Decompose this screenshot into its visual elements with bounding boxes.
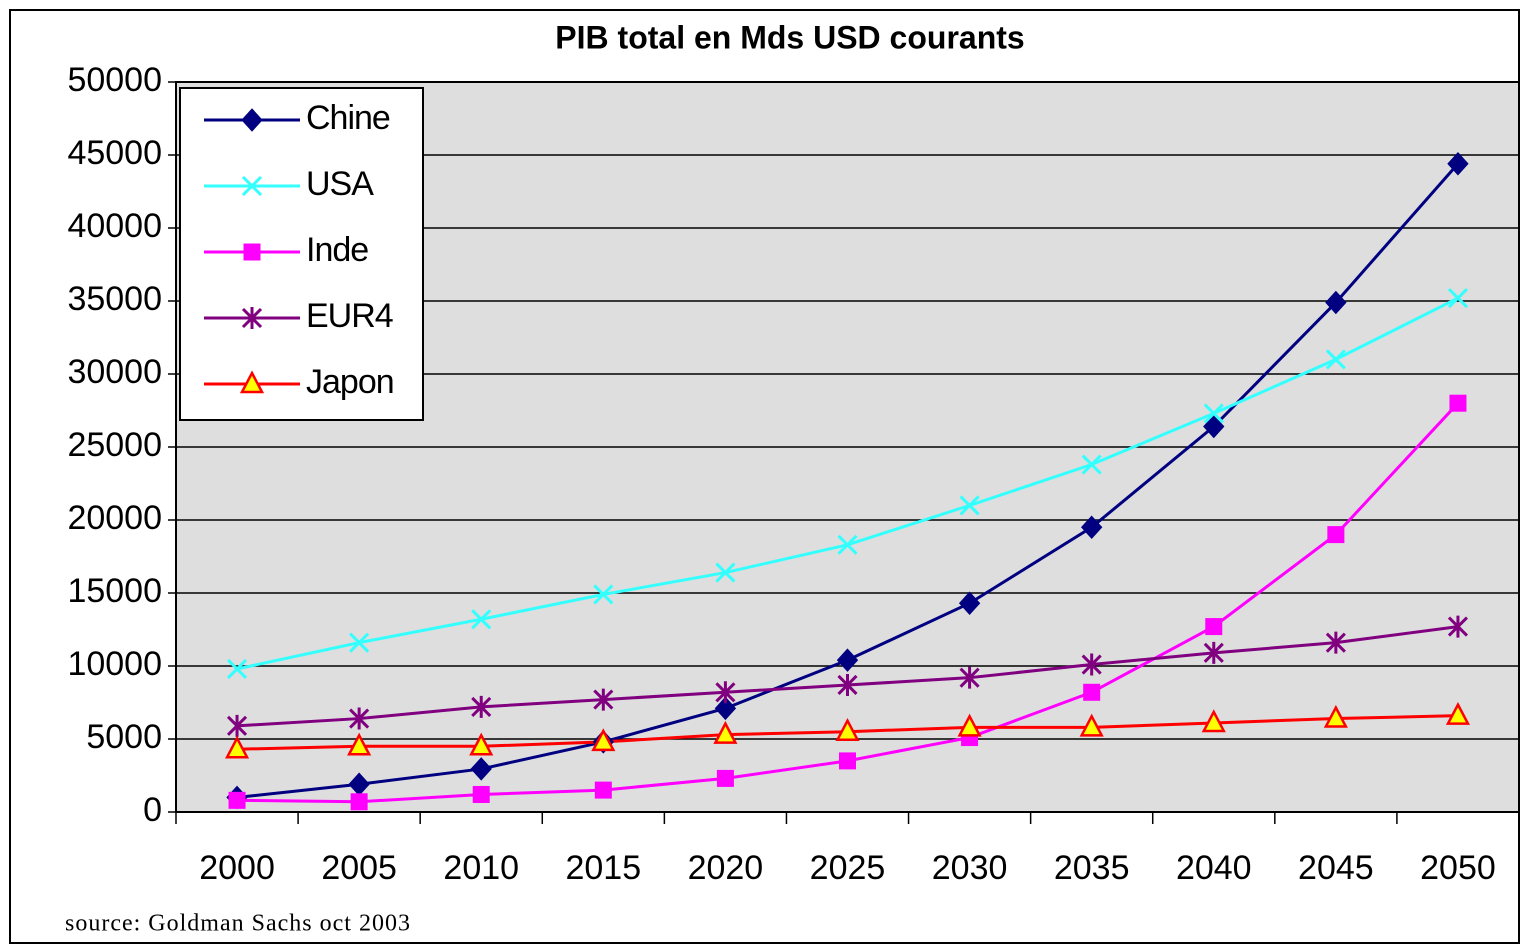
- data-point: [1447, 615, 1469, 638]
- data-point: [1201, 709, 1226, 733]
- data-point: [957, 713, 982, 737]
- data-point: [713, 720, 738, 744]
- data-point: [837, 534, 858, 555]
- x-tick-label: 2035: [1054, 849, 1130, 887]
- data-point: [594, 781, 612, 799]
- data-point: [1449, 394, 1467, 412]
- data-point: [1079, 713, 1104, 737]
- data-point: [470, 757, 492, 781]
- x-tick-label: 2030: [932, 849, 1008, 887]
- data-point: [1081, 454, 1102, 475]
- x-tick-label: 2050: [1420, 849, 1496, 887]
- x-tick-label: 2040: [1176, 849, 1252, 887]
- data-point: [836, 648, 859, 672]
- legend-box: [179, 87, 424, 421]
- y-tick-label: 20000: [67, 499, 162, 537]
- data-point: [959, 495, 980, 516]
- data-point: [226, 658, 248, 679]
- x-tick-label: 2015: [565, 849, 641, 887]
- legend-label: USA: [306, 165, 374, 203]
- y-tick-label: 50000: [67, 61, 162, 99]
- x-tick-label: 2000: [199, 849, 275, 887]
- legend-marker: [243, 243, 261, 261]
- legend-label: Chine: [306, 99, 390, 137]
- x-tick-label: 2045: [1298, 849, 1374, 887]
- legend-marker: [241, 307, 263, 329]
- data-point: [1445, 701, 1471, 725]
- data-point: [959, 666, 980, 689]
- data-point: [1081, 653, 1102, 676]
- data-point: [471, 695, 492, 718]
- y-tick-label: 35000: [67, 280, 162, 318]
- y-tick-label: 25000: [67, 426, 162, 464]
- data-point: [1325, 290, 1347, 315]
- x-tick-label: 2010: [443, 849, 519, 887]
- data-point: [228, 791, 246, 809]
- y-tick-label: 30000: [67, 353, 162, 391]
- data-point: [347, 732, 372, 756]
- data-point: [226, 714, 248, 737]
- legend-label: EUR4: [306, 297, 393, 335]
- data-point: [469, 732, 494, 756]
- data-point: [839, 752, 856, 770]
- data-point: [1327, 526, 1345, 544]
- data-point: [593, 688, 614, 711]
- x-tick-label: 2020: [688, 849, 764, 887]
- legend-label: Inde: [306, 231, 368, 269]
- legend-marker: [239, 370, 265, 394]
- data-point: [350, 793, 368, 811]
- data-point: [715, 681, 736, 704]
- data-point: [837, 673, 858, 696]
- source-note: source: Goldman Sachs oct 2003: [65, 911, 411, 937]
- data-point: [472, 785, 490, 803]
- data-point: [1203, 403, 1224, 424]
- data-point: [716, 769, 734, 787]
- x-tick-label: 2025: [810, 849, 886, 887]
- y-tick-label: 45000: [67, 134, 162, 172]
- legend-label: Japon: [306, 363, 394, 401]
- data-point: [1325, 349, 1346, 370]
- data-point: [1203, 414, 1225, 439]
- legend-marker: [241, 175, 263, 197]
- data-point: [715, 562, 736, 583]
- data-point: [593, 584, 614, 605]
- data-point: [1205, 618, 1223, 636]
- data-point: [1325, 631, 1346, 654]
- y-tick-label: 10000: [67, 645, 162, 683]
- data-point: [471, 609, 492, 630]
- data-point: [349, 632, 370, 653]
- y-tick-label: 0: [143, 791, 162, 829]
- data-point: [835, 718, 860, 741]
- data-point: [1081, 515, 1103, 540]
- data-point: [714, 696, 737, 721]
- data-point: [1447, 288, 1469, 309]
- y-tick-label: 5000: [86, 718, 162, 756]
- data-point: [1203, 641, 1224, 664]
- chart-title: PIB total en Mds USD courants: [555, 19, 1024, 55]
- y-tick-label: 15000: [67, 572, 162, 610]
- legend-marker: [241, 108, 263, 132]
- data-point: [1447, 152, 1469, 176]
- data-point: [224, 735, 250, 759]
- y-tick-label: 40000: [67, 207, 162, 245]
- data-point: [349, 707, 370, 730]
- data-point: [591, 728, 616, 752]
- data-point: [1083, 683, 1101, 701]
- data-point: [1323, 704, 1348, 728]
- x-tick-label: 2005: [321, 849, 397, 887]
- data-point: [958, 591, 981, 615]
